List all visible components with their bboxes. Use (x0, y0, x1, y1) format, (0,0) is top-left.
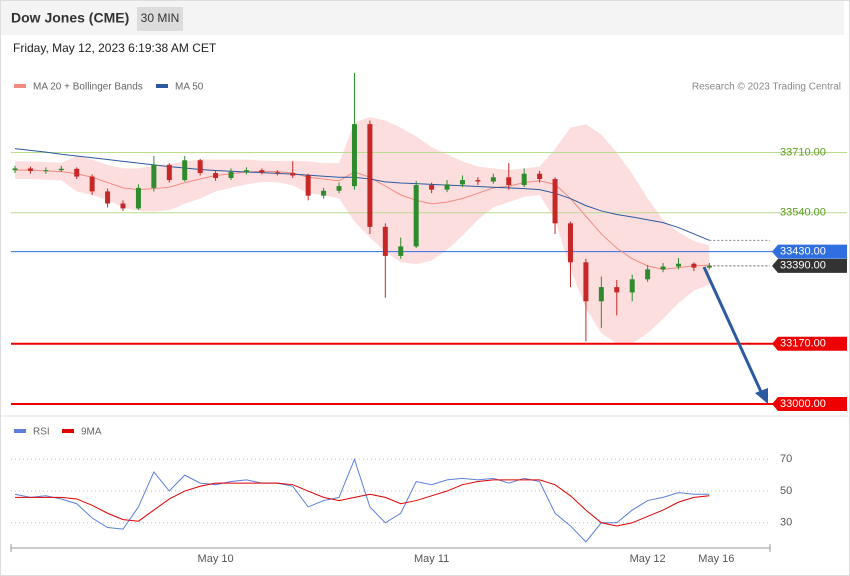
candle-body (89, 176, 95, 192)
rsi-line (15, 479, 710, 527)
level-label: 33710.00 (780, 146, 826, 158)
candle-body (614, 287, 620, 293)
level-label: 33390.00 (780, 260, 826, 272)
candle-body (43, 170, 49, 172)
interval-badge[interactable] (137, 7, 183, 31)
title: Dow Jones (CME) (11, 10, 129, 26)
y-tick-label: 70 (780, 453, 792, 465)
y-tick-label: 50 (780, 485, 792, 497)
candle-body (552, 179, 558, 224)
level-label: 33540.00 (780, 207, 826, 219)
candle-body (321, 190, 327, 196)
candle-body (475, 180, 481, 182)
candle-body (398, 246, 404, 256)
candle-body (629, 279, 635, 293)
candle-body (382, 226, 388, 256)
level-label: 33170.00 (780, 338, 826, 350)
candle-body (490, 177, 496, 182)
candle-body (537, 173, 543, 180)
candle-body (151, 164, 157, 188)
legend-swatch (14, 429, 26, 433)
candle-body (645, 269, 651, 280)
legend-label: MA 50 (175, 82, 204, 93)
candle-body (228, 171, 234, 178)
ma-line (15, 169, 710, 270)
plot-layer: 33710.00 33540.00 33430.00 33390.00 33170.00… (10, 72, 847, 565)
candle-body (290, 173, 296, 176)
legend-swatch (156, 84, 168, 88)
y-tick-label: 30 (780, 517, 792, 529)
band-layer (11, 117, 847, 406)
legend-label: MA 20 + Bollinger Bands (33, 82, 143, 93)
candle-body (598, 287, 604, 302)
candle-body (120, 203, 126, 209)
candle-body (660, 266, 666, 270)
candle-body (675, 263, 681, 267)
bollinger-band (15, 117, 710, 344)
credit: Research © 2023 Trading Central (692, 82, 841, 93)
candle-body (367, 124, 373, 227)
candle-body (197, 160, 203, 174)
legend-swatch (14, 84, 26, 88)
candle-body (413, 185, 419, 247)
candle-body (305, 175, 311, 196)
candle-body (12, 168, 18, 171)
level-label: 33430.00 (780, 246, 826, 258)
forecast-arrow (702, 266, 764, 395)
candle-body (444, 184, 450, 190)
candle-body (706, 265, 712, 268)
timestamp: Friday, May 12, 2023 6:19:38 AM CET (13, 41, 217, 55)
candle-body (429, 185, 435, 190)
candle-body (459, 180, 465, 185)
candle-body (105, 191, 111, 204)
candle-body (506, 177, 512, 186)
x-tick-label: May 16 (698, 553, 734, 565)
candle-body (691, 263, 697, 268)
candle-body (182, 160, 188, 181)
level-label-box (772, 397, 847, 412)
legend-label: 9MA (81, 427, 102, 438)
arrow-head (755, 388, 768, 404)
candle-body (336, 186, 342, 191)
candle-body (274, 172, 280, 174)
rsi-line (14, 457, 710, 543)
legend-swatch (62, 429, 74, 433)
candle-body (259, 170, 265, 173)
candle-body (74, 168, 80, 177)
level-label-box (772, 244, 847, 259)
candle-body (27, 168, 33, 171)
level-label-box (772, 258, 847, 273)
level-label: 33000.00 (780, 398, 826, 410)
x-tick-label: May 11 (414, 553, 449, 565)
level-label-box (772, 336, 847, 351)
candle-body (351, 124, 357, 187)
candle-body (166, 164, 172, 181)
candle-body (58, 168, 64, 171)
candle-body (521, 173, 527, 186)
candle-body (583, 262, 589, 302)
ma-line (14, 148, 710, 241)
interval[interactable]: 30 MIN (141, 11, 180, 25)
candle-body (567, 223, 573, 263)
legend-label: RSI (33, 427, 50, 438)
candle-body (213, 173, 219, 178)
x-tick-label: May 10 (198, 553, 234, 565)
x-tick-label: May 12 (630, 553, 666, 565)
candle-body (135, 187, 141, 209)
candle-body (243, 170, 249, 172)
